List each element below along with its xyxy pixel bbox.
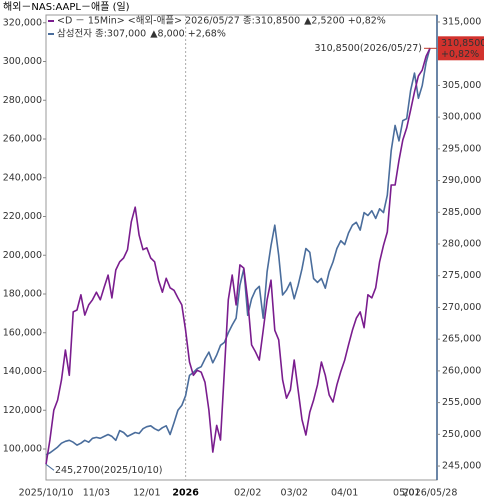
y-tick-label: 120,000 [3, 405, 42, 416]
series-line [45, 47, 431, 456]
x-tick-label: 05/01 [393, 488, 420, 499]
y2-tick-label: 265,000 [442, 334, 481, 345]
y-tick-label: 320,000 [3, 17, 42, 28]
legend-label: 삼성전자 종:307,000 [57, 29, 146, 40]
price-box-change: +0,82% [441, 49, 479, 60]
y-tick-label: 220,000 [3, 211, 42, 222]
y-tick-label: 100,000 [3, 444, 42, 455]
y-tick-label: 200,000 [3, 250, 42, 261]
y-tick-label: 160,000 [3, 327, 42, 338]
price-box-price: 310,8500 [441, 38, 484, 49]
annotation: 310,8500(2026/05/27) [315, 43, 423, 54]
x-tick-label: 12/01 [133, 488, 160, 499]
y2-tick-label: 260,000 [442, 365, 481, 376]
x-tick-label: 2025/10/10 [19, 488, 74, 499]
series-line [45, 47, 431, 465]
y-tick-label: 140,000 [3, 366, 42, 377]
y2-tick-label: 255,000 [442, 397, 481, 408]
y2-tick-label: 290,000 [442, 175, 481, 186]
chart-title: 해외－NAS:AAPL－애플 (일) [3, 0, 130, 13]
y-tick-label: 240,000 [3, 172, 42, 183]
annotation: 245,2700(2025/10/10) [55, 465, 163, 476]
y-tick-label: 300,000 [3, 56, 42, 67]
y2-tick-label: 285,000 [442, 207, 481, 218]
x-tick-label: 11/03 [83, 488, 110, 499]
x-tick-label: 2026/05/28 [403, 488, 458, 499]
y-tick-label: 280,000 [3, 95, 42, 106]
y2-tick-label: 245,000 [442, 461, 481, 472]
legend-change: ▲2,5200 +0,82% [304, 16, 386, 27]
x-tick-label: 03/02 [281, 488, 308, 499]
y2-tick-label: 300,000 [442, 112, 481, 123]
legend-label: <D － 15Min> <해외-애플> 2026/05/27 종:310,850… [57, 15, 300, 27]
price-box [438, 36, 484, 61]
y2-tick-label: 250,000 [442, 429, 481, 440]
y2-tick-label: 305,000 [442, 80, 481, 91]
y2-tick-label: 270,000 [442, 302, 481, 313]
x-tick-label: 02/02 [234, 488, 261, 499]
y2-tick-label: 275,000 [442, 270, 481, 281]
y-tick-label: 260,000 [3, 134, 42, 145]
legend-change: ▲8,000 +2,68% [150, 29, 226, 40]
x-tick-label: 2026 [172, 488, 199, 499]
y2-tick-label: 295,000 [442, 143, 481, 154]
x-tick-label: 04/01 [331, 488, 358, 499]
y2-tick-label: 280,000 [442, 239, 481, 250]
y-tick-label: 180,000 [3, 289, 42, 300]
y2-tick-label: 315,000 [442, 16, 481, 27]
annotation-leader [45, 463, 55, 471]
